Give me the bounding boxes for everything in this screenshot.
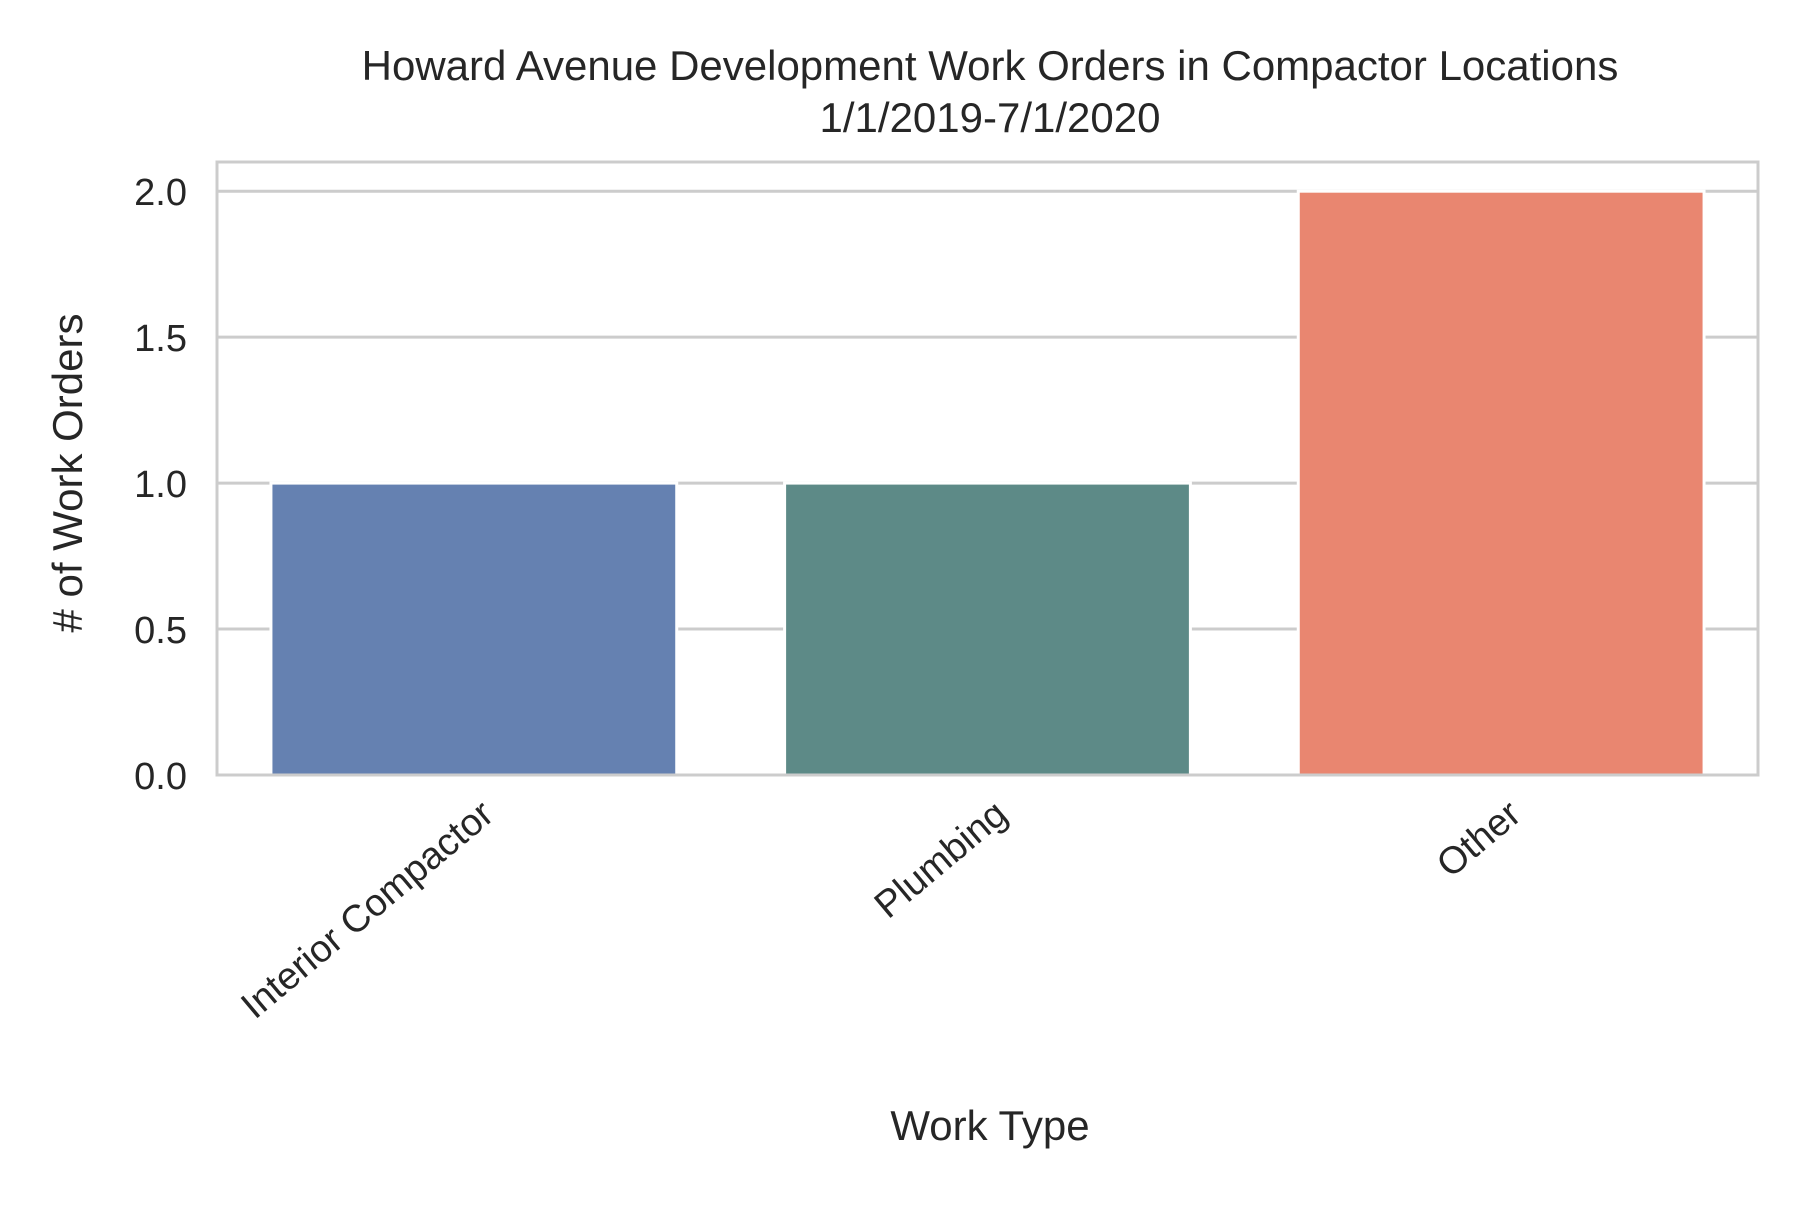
y-tick-labels: 0.0 0.5 1.0 1.5 2.0 [134,172,187,798]
bars [269,189,1706,777]
x-tick-label: Interior Compactor [234,793,502,1028]
plot-frame [215,160,1760,777]
x-tick-label: Other [1429,793,1529,886]
y-tick-label: 1.0 [134,464,187,506]
bar-interior-compactor [269,481,679,777]
x-axis-label: Work Type [890,1102,1089,1149]
y-tick-label: 2.0 [134,172,187,214]
bar-other [1296,189,1706,777]
y-axis-label: # of Work Orders [44,314,91,633]
y-tick-label: 0.5 [134,610,187,652]
y-tick-label: 1.5 [134,318,187,360]
x-tick-labels: Interior Compactor Plumbing Other [234,793,1530,1028]
y-tick-label: 0.0 [134,756,187,798]
plot-border [215,160,1760,777]
x-tick-label: Plumbing [867,793,1015,927]
bar-plumbing [783,481,1192,777]
chart-subtitle: 1/1/2019-7/1/2020 [820,94,1161,141]
chart-title: Howard Avenue Development Work Orders in… [362,42,1619,89]
